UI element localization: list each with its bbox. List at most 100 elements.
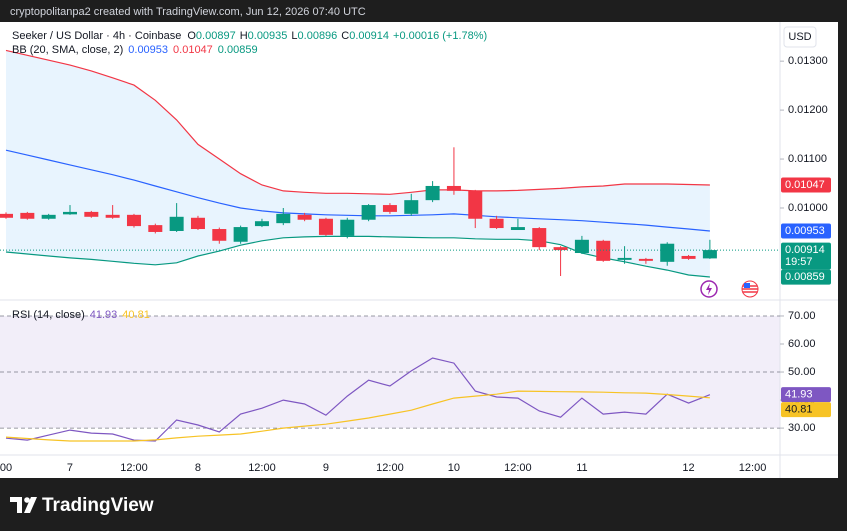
icons <box>700 280 759 298</box>
brand: TradingView <box>42 495 154 516</box>
y-tick-label: 0.01100 <box>788 153 827 165</box>
ohlc-key: O <box>187 30 196 42</box>
currency[interactable]: USD <box>788 31 811 43</box>
candle-body <box>468 190 483 219</box>
candle-body <box>126 214 141 227</box>
candle-body <box>212 229 227 241</box>
candle-body <box>617 257 632 260</box>
rsi-title: RSI (14, close) <box>12 309 85 321</box>
candle-body <box>148 225 163 232</box>
candle-body <box>20 212 35 219</box>
line-basis <box>5 149 710 232</box>
candle-body <box>510 227 525 231</box>
alert-icon[interactable] <box>700 280 718 298</box>
candle-body <box>276 213 291 224</box>
candle-body <box>254 221 269 227</box>
y-tick-label: 60.00 <box>788 338 816 350</box>
bb-value: 0.01047 <box>173 44 213 56</box>
x-tick-label: 10 <box>448 462 460 474</box>
candle-body <box>489 218 504 229</box>
upper-badge: 0.01047 <box>785 179 825 191</box>
basis-badge-bg <box>781 223 831 239</box>
y-tick-label: 0.01300 <box>788 55 828 67</box>
ohlc-value: 0.00896 <box>298 30 338 42</box>
logo-mark <box>10 497 22 513</box>
candle-body <box>638 258 653 261</box>
ohlc-value: 0.00914 <box>349 30 389 42</box>
x-tick-label: 00 <box>0 462 12 474</box>
upper-badge-bg <box>781 177 831 193</box>
ohlc-value: 0.00897 <box>196 30 236 42</box>
line-lower <box>5 235 710 278</box>
ohlc-key: C <box>341 30 349 42</box>
brand-logo <box>10 497 37 513</box>
countdown: 19:57 <box>785 256 813 268</box>
rsi-legend: RSI (14, close) 41.93 40.81 <box>12 309 150 321</box>
basis-badge: 0.00953 <box>785 225 825 237</box>
candle-body <box>574 239 589 254</box>
line-upper <box>5 49 710 195</box>
plot-area <box>0 49 780 442</box>
alert-bolt <box>706 283 712 295</box>
lower-badge: 0.00859 <box>785 271 825 283</box>
logo-slash <box>24 497 37 513</box>
lower-badge-bg <box>781 269 831 285</box>
candle-body <box>0 213 13 218</box>
close-badge: 0.00914 <box>785 244 825 256</box>
candle-body <box>553 247 568 251</box>
bb-value: 0.00953 <box>128 44 168 56</box>
ohlc-key: L <box>291 30 297 42</box>
rsi-badge-bg <box>781 387 831 403</box>
candle-body <box>233 227 248 242</box>
x-tick-label: 8 <box>195 462 201 474</box>
rsi-value: 41.93 <box>90 309 118 321</box>
candle-body <box>340 219 355 236</box>
x-tick-label: 12:00 <box>120 462 148 474</box>
rsi-value: 40.81 <box>122 309 150 321</box>
y-tick-label: 70.00 <box>788 310 816 322</box>
x-tick-label: 12 <box>682 462 694 474</box>
x-tick-label: 12:00 <box>739 462 767 474</box>
candle-body <box>297 214 312 220</box>
candle-body <box>190 217 205 230</box>
bb-legend: BB (20, SMA, close, 2) 0.00953 0.01047 0.00… <box>12 44 258 56</box>
currency-button[interactable] <box>783 26 817 48</box>
line-rsi <box>5 357 711 442</box>
candle-body <box>681 255 696 259</box>
candle-body <box>446 185 461 191</box>
candle-body <box>361 205 376 220</box>
x-tick-label: 9 <box>323 462 329 474</box>
candle-body <box>702 250 717 259</box>
chart-panel <box>0 22 838 478</box>
y-tick-label: 30.00 <box>788 422 816 434</box>
candle-body <box>105 214 120 218</box>
rsi-ma-badge-bg <box>781 402 831 418</box>
candle-body <box>425 185 440 201</box>
logo-dot <box>24 497 30 503</box>
candle-body <box>532 228 547 248</box>
candle-body <box>41 214 56 219</box>
x-tick-label: 12:00 <box>376 462 404 474</box>
ohlc-value: 0.00935 <box>248 30 288 42</box>
flag-canton <box>744 283 750 288</box>
rsi-ma-badge: 40.81 <box>785 404 813 416</box>
symbol-title: Seeker / US Dollar · 4h · Coinbase <box>12 30 181 42</box>
candle-body <box>84 211 99 217</box>
candle-body <box>660 243 675 262</box>
bb-value: 0.00859 <box>218 44 258 56</box>
x-tick-label: 7 <box>67 462 73 474</box>
change: +0.00016 (+1.78%) <box>393 30 487 42</box>
y-tick-label: 50.00 <box>788 366 816 378</box>
symbol-legend: Seeker / US Dollar · 4h · Coinbase O0.008… <box>12 30 487 42</box>
candle-body <box>62 211 77 215</box>
ohlc-key: H <box>240 30 248 42</box>
caption: cryptopolitanpa2 created with TradingVie… <box>10 6 366 18</box>
candle-body <box>169 216 184 231</box>
x-tick-label: 11 <box>576 462 587 474</box>
candle-body <box>596 240 611 261</box>
close-badge-bg <box>781 242 831 270</box>
y-tick-label: 0.01000 <box>788 202 828 214</box>
x-tick-label: 12:00 <box>248 462 276 474</box>
rsi-band-fill <box>0 316 780 428</box>
